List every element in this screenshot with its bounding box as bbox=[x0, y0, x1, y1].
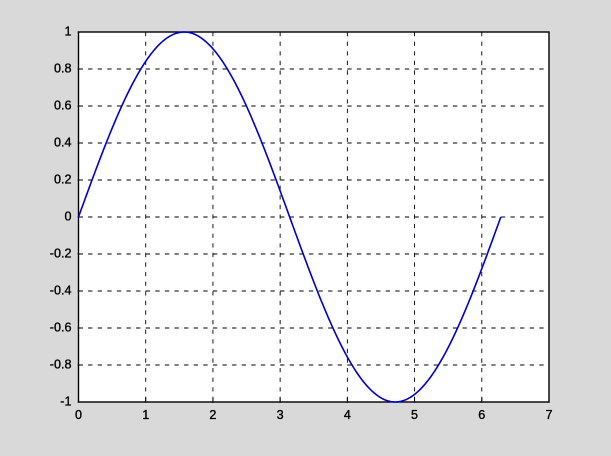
svg-text:-0.4: -0.4 bbox=[50, 284, 72, 298]
svg-text:1: 1 bbox=[142, 408, 149, 422]
svg-text:0.4: 0.4 bbox=[54, 136, 72, 150]
svg-text:0.8: 0.8 bbox=[54, 62, 72, 76]
svg-text:4: 4 bbox=[344, 408, 351, 422]
svg-text:0.2: 0.2 bbox=[54, 173, 72, 187]
svg-text:-0.8: -0.8 bbox=[50, 358, 72, 372]
svg-text:5: 5 bbox=[411, 408, 418, 422]
svg-text:0.6: 0.6 bbox=[54, 99, 72, 113]
svg-text:-0.2: -0.2 bbox=[50, 247, 72, 261]
svg-text:2: 2 bbox=[209, 408, 216, 422]
svg-text:-1: -1 bbox=[60, 395, 71, 409]
svg-text:0: 0 bbox=[75, 408, 82, 422]
svg-text:3: 3 bbox=[277, 408, 284, 422]
svg-text:1: 1 bbox=[64, 25, 71, 39]
svg-text:-0.6: -0.6 bbox=[50, 321, 72, 335]
svg-text:7: 7 bbox=[545, 408, 552, 422]
svg-text:6: 6 bbox=[478, 408, 485, 422]
svg-text:0: 0 bbox=[64, 210, 71, 224]
